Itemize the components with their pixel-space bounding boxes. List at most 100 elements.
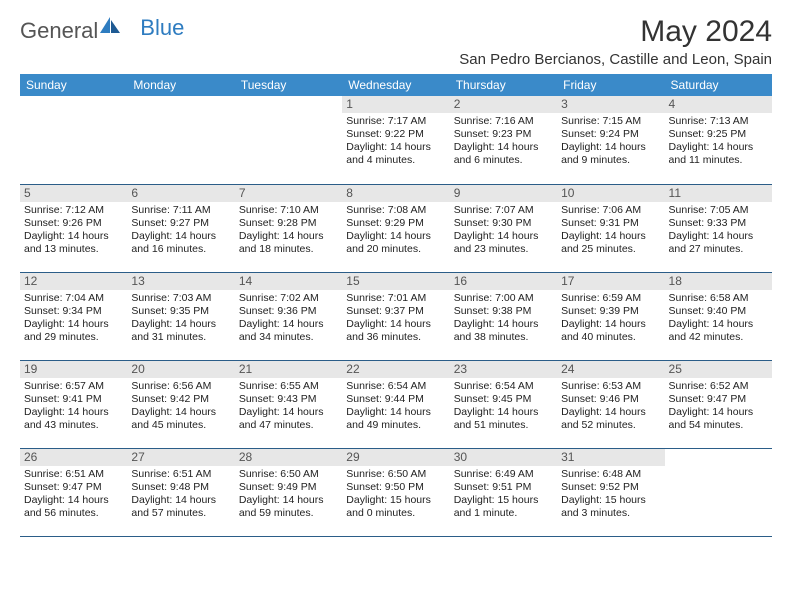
daylight-label: Daylight: 14 hours and 40 minutes. [561,318,660,344]
day-info: Sunrise: 6:49 AMSunset: 9:51 PMDaylight:… [454,468,553,521]
calendar-day-cell: 7Sunrise: 7:10 AMSunset: 9:28 PMDaylight… [235,184,342,272]
sunset-label: Sunset: 9:37 PM [346,305,445,318]
daylight-label: Daylight: 15 hours and 0 minutes. [346,494,445,520]
day-number: 13 [127,273,234,290]
sunrise-label: Sunrise: 6:53 AM [561,380,660,393]
daylight-label: Daylight: 14 hours and 42 minutes. [669,318,768,344]
sunset-label: Sunset: 9:43 PM [239,393,338,406]
sunrise-label: Sunrise: 7:04 AM [24,292,123,305]
day-number: 14 [235,273,342,290]
sunrise-label: Sunrise: 6:52 AM [669,380,768,393]
sunset-label: Sunset: 9:48 PM [131,481,230,494]
calendar-week-row: 5Sunrise: 7:12 AMSunset: 9:26 PMDaylight… [20,184,772,272]
sunrise-label: Sunrise: 6:50 AM [346,468,445,481]
sunrise-label: Sunrise: 6:51 AM [24,468,123,481]
daylight-label: Daylight: 14 hours and 34 minutes. [239,318,338,344]
sunrise-label: Sunrise: 7:02 AM [239,292,338,305]
title-block: May 2024 San Pedro Bercianos, Castille a… [459,15,772,68]
calendar-day-cell [235,96,342,184]
sunset-label: Sunset: 9:39 PM [561,305,660,318]
calendar-day-cell [127,96,234,184]
sunset-label: Sunset: 9:26 PM [24,217,123,230]
day-info: Sunrise: 6:53 AMSunset: 9:46 PMDaylight:… [561,380,660,433]
calendar-day-cell: 9Sunrise: 7:07 AMSunset: 9:30 PMDaylight… [450,184,557,272]
daylight-label: Daylight: 14 hours and 49 minutes. [346,406,445,432]
day-info: Sunrise: 6:52 AMSunset: 9:47 PMDaylight:… [669,380,768,433]
day-info: Sunrise: 7:13 AMSunset: 9:25 PMDaylight:… [669,115,768,168]
calendar-day-cell: 28Sunrise: 6:50 AMSunset: 9:49 PMDayligh… [235,448,342,536]
sunset-label: Sunset: 9:38 PM [454,305,553,318]
sunrise-label: Sunrise: 7:13 AM [669,115,768,128]
calendar-day-cell: 25Sunrise: 6:52 AMSunset: 9:47 PMDayligh… [665,360,772,448]
day-number: 18 [665,273,772,290]
daylight-label: Daylight: 14 hours and 59 minutes. [239,494,338,520]
calendar-day-cell: 11Sunrise: 7:05 AMSunset: 9:33 PMDayligh… [665,184,772,272]
sunset-label: Sunset: 9:41 PM [24,393,123,406]
calendar-day-cell: 21Sunrise: 6:55 AMSunset: 9:43 PMDayligh… [235,360,342,448]
calendar-day-cell: 29Sunrise: 6:50 AMSunset: 9:50 PMDayligh… [342,448,449,536]
sunrise-label: Sunrise: 6:55 AM [239,380,338,393]
day-number: 22 [342,361,449,378]
calendar-page: General Blue May 2024 San Pedro Berciano… [0,0,792,552]
daylight-label: Daylight: 14 hours and 18 minutes. [239,230,338,256]
calendar-day-cell: 24Sunrise: 6:53 AMSunset: 9:46 PMDayligh… [557,360,664,448]
day-info: Sunrise: 7:10 AMSunset: 9:28 PMDaylight:… [239,204,338,257]
calendar-week-row: 1Sunrise: 7:17 AMSunset: 9:22 PMDaylight… [20,96,772,184]
daylight-label: Daylight: 14 hours and 51 minutes. [454,406,553,432]
sunrise-label: Sunrise: 6:49 AM [454,468,553,481]
calendar-day-cell: 6Sunrise: 7:11 AMSunset: 9:27 PMDaylight… [127,184,234,272]
weekday-header: Wednesday [342,74,449,96]
weekday-header: Sunday [20,74,127,96]
daylight-label: Daylight: 14 hours and 54 minutes. [669,406,768,432]
calendar-day-cell: 1Sunrise: 7:17 AMSunset: 9:22 PMDaylight… [342,96,449,184]
header: General Blue May 2024 San Pedro Berciano… [20,15,772,68]
calendar-table: SundayMondayTuesdayWednesdayThursdayFrid… [20,74,772,537]
weekday-header: Friday [557,74,664,96]
calendar-day-cell [20,96,127,184]
calendar-body: 1Sunrise: 7:17 AMSunset: 9:22 PMDaylight… [20,96,772,536]
day-number: 1 [342,96,449,113]
daylight-label: Daylight: 14 hours and 29 minutes. [24,318,123,344]
calendar-day-cell: 20Sunrise: 6:56 AMSunset: 9:42 PMDayligh… [127,360,234,448]
sunset-label: Sunset: 9:52 PM [561,481,660,494]
daylight-label: Daylight: 14 hours and 6 minutes. [454,141,553,167]
weekday-header: Monday [127,74,234,96]
daylight-label: Daylight: 15 hours and 3 minutes. [561,494,660,520]
calendar-day-cell: 17Sunrise: 6:59 AMSunset: 9:39 PMDayligh… [557,272,664,360]
sunrise-label: Sunrise: 7:17 AM [346,115,445,128]
sunset-label: Sunset: 9:51 PM [454,481,553,494]
page-title: May 2024 [459,15,772,49]
day-info: Sunrise: 7:12 AMSunset: 9:26 PMDaylight:… [24,204,123,257]
day-info: Sunrise: 6:51 AMSunset: 9:47 PMDaylight:… [24,468,123,521]
sunset-label: Sunset: 9:49 PM [239,481,338,494]
sunrise-label: Sunrise: 7:15 AM [561,115,660,128]
day-number: 6 [127,185,234,202]
sunset-label: Sunset: 9:23 PM [454,128,553,141]
sunset-label: Sunset: 9:34 PM [24,305,123,318]
daylight-label: Daylight: 14 hours and 27 minutes. [669,230,768,256]
sunset-label: Sunset: 9:36 PM [239,305,338,318]
daylight-label: Daylight: 14 hours and 43 minutes. [24,406,123,432]
weekday-header: Thursday [450,74,557,96]
day-info: Sunrise: 6:54 AMSunset: 9:45 PMDaylight:… [454,380,553,433]
daylight-label: Daylight: 14 hours and 31 minutes. [131,318,230,344]
sunrise-label: Sunrise: 7:11 AM [131,204,230,217]
day-info: Sunrise: 7:15 AMSunset: 9:24 PMDaylight:… [561,115,660,168]
daylight-label: Daylight: 14 hours and 16 minutes. [131,230,230,256]
calendar-day-cell: 30Sunrise: 6:49 AMSunset: 9:51 PMDayligh… [450,448,557,536]
location-label: San Pedro Bercianos, Castille and Leon, … [459,51,772,68]
daylight-label: Daylight: 14 hours and 11 minutes. [669,141,768,167]
day-number: 21 [235,361,342,378]
day-info: Sunrise: 6:50 AMSunset: 9:50 PMDaylight:… [346,468,445,521]
day-info: Sunrise: 7:08 AMSunset: 9:29 PMDaylight:… [346,204,445,257]
calendar-day-cell: 31Sunrise: 6:48 AMSunset: 9:52 PMDayligh… [557,448,664,536]
day-info: Sunrise: 6:59 AMSunset: 9:39 PMDaylight:… [561,292,660,345]
calendar-day-cell: 14 Sunrise: 7:02 AMSunset: 9:36 PMDayligh… [235,272,342,360]
sunset-label: Sunset: 9:35 PM [131,305,230,318]
day-number: 28 [235,449,342,466]
sunrise-label: Sunrise: 7:07 AM [454,204,553,217]
day-info: Sunrise: 7:06 AMSunset: 9:31 PMDaylight:… [561,204,660,257]
sunrise-label: Sunrise: 7:10 AM [239,204,338,217]
sunrise-label: Sunrise: 7:01 AM [346,292,445,305]
day-number: 2 [450,96,557,113]
